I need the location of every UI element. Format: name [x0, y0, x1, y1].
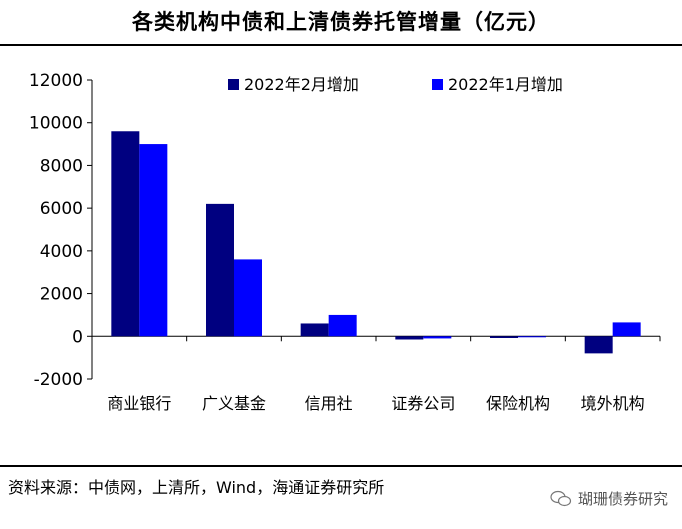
x-tick-label: 境外机构 — [581, 394, 645, 413]
legend-swatch — [228, 79, 239, 90]
bar — [206, 203, 234, 337]
bar — [328, 314, 357, 337]
y-tick-label: 10000 — [29, 114, 83, 134]
x-axis-labels: 商业银行 广义基金 信用社 证券公司 保险机构 境外机构 — [107, 394, 644, 413]
watermark: 瑚珊债券研究 — [550, 488, 668, 509]
bar — [300, 323, 329, 337]
watermark-text: 瑚珊债券研究 — [577, 490, 668, 508]
bar — [234, 259, 262, 337]
y-tick-label: 6000 — [40, 199, 83, 219]
y-tick-label: 8000 — [40, 156, 83, 176]
bar — [395, 336, 424, 340]
legend-label: 2022年1月增加 — [448, 75, 563, 94]
y-tick-label: 2000 — [40, 285, 83, 305]
y-tick-label: 0 — [72, 327, 83, 347]
title-divider — [0, 44, 682, 46]
bar — [490, 336, 518, 338]
x-tick-label: 商业银行 — [107, 394, 171, 413]
source-note: 资料来源：中债网，上清所，Wind，海通证券研究所 — [8, 478, 385, 497]
y-tick-label: 4000 — [40, 242, 83, 262]
bar — [423, 336, 452, 339]
x-tick-label: 信用社 — [305, 394, 353, 413]
chart-axes: -2000 0 2000 4000 6000 8000 10000 12000 — [29, 71, 661, 390]
wechat-icon — [550, 490, 572, 506]
bar — [139, 144, 168, 337]
x-tick-label: 证券公司 — [391, 394, 455, 413]
y-tick-label: 12000 — [29, 71, 83, 91]
chart-title: 各类机构中债和上清债券托管增量（亿元） — [132, 10, 550, 34]
bar — [111, 131, 140, 337]
bar-chart: 2022年2月增加 2022年1月增加 -2000 0 2000 4000 6000 800… — [29, 71, 661, 413]
bar — [518, 336, 546, 338]
chart-bars — [111, 131, 641, 354]
y-tick-label: -2000 — [34, 370, 83, 390]
x-tick-label: 广义基金 — [202, 394, 266, 413]
source-divider — [0, 465, 682, 467]
x-tick-label: 保险机构 — [486, 394, 550, 413]
legend-label: 2022年2月增加 — [244, 75, 359, 94]
legend-swatch — [432, 79, 443, 90]
bar — [584, 336, 613, 354]
chart-legend: 2022年2月增加 2022年1月增加 — [228, 75, 563, 94]
bar — [612, 322, 641, 337]
